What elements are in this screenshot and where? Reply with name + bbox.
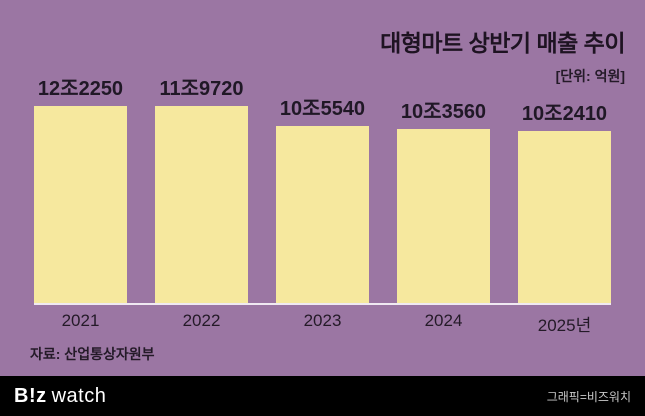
chart-header: 대형마트 상반기 매출 추이 [단위: 억원] (380, 24, 625, 86)
x-axis: 2021 2022 2023 2024 2025년 (34, 311, 611, 336)
bar-group: 10조2410 (518, 72, 611, 303)
chart-unit-note: [단위: 억원] (555, 68, 625, 84)
bar-group: 10조3560 (397, 72, 490, 303)
chart-title: 대형마트 상반기 매출 추이 (380, 30, 625, 56)
bar-chart: 12조2250 11조9720 10조5540 10조3560 10조2410 (34, 72, 611, 305)
x-axis-label: 2021 (61, 311, 100, 330)
chart-area: 12조2250 11조9720 10조5540 10조3560 10조2410 (34, 72, 611, 305)
bar (518, 131, 611, 303)
bar-value-label: 12조2250 (37, 78, 124, 100)
footer-bar: B!z watch 그래픽=비즈워치 (0, 376, 645, 416)
bar-value-label: 10조5540 (279, 98, 366, 120)
bizwatch-logo: B!z watch (14, 385, 106, 408)
bar-value-label: 10조3560 (400, 101, 487, 123)
bar (397, 129, 490, 303)
graphic-credit: 그래픽=비즈워치 (546, 389, 631, 404)
logo-text-watch: watch (51, 384, 107, 407)
x-axis-label: 2025년 (537, 316, 592, 335)
x-axis-label: 2024 (424, 311, 463, 330)
bar-group: 10조5540 (276, 72, 369, 303)
bar-group: 12조2250 (34, 72, 127, 303)
x-axis-label: 2023 (303, 311, 342, 330)
bar-group: 11조9720 (155, 72, 248, 303)
bar (276, 126, 369, 303)
logo-text-biz: B!z (14, 384, 47, 407)
source-note: 자료: 산업통상자원부 (30, 346, 155, 362)
bar (34, 106, 127, 303)
x-axis-label: 2022 (182, 311, 221, 330)
bar (155, 106, 248, 303)
bar-value-label: 10조2410 (521, 103, 608, 125)
bar-value-label: 11조9720 (159, 78, 244, 100)
